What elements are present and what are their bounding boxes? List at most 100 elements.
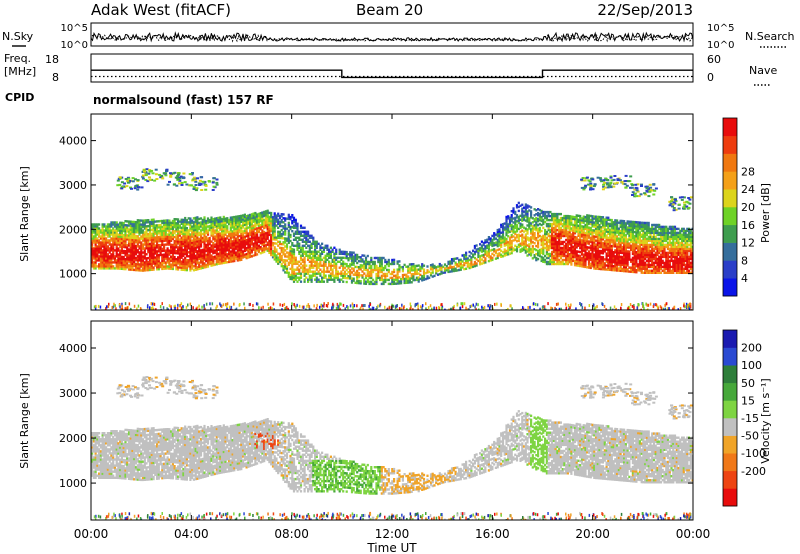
power-cell: [566, 262, 569, 266]
power-cell: [507, 227, 510, 230]
power-cell: [530, 228, 533, 231]
power-cell: [349, 271, 352, 274]
power-cell: [626, 222, 629, 225]
power-cell: [570, 253, 573, 256]
power-cell: [505, 231, 508, 235]
power-cell: [342, 268, 345, 271]
power-cell: [350, 255, 354, 258]
power-cell: [235, 225, 238, 228]
power-cell: [308, 274, 311, 277]
power-cell: [256, 245, 259, 248]
power-cell: [194, 228, 197, 232]
power-cell: [515, 216, 519, 219]
power-cell: [563, 262, 566, 266]
power-cell: [159, 253, 162, 257]
power-cell: [117, 261, 120, 264]
power-cell: [487, 242, 490, 245]
power-cell: [515, 240, 519, 243]
power-cell: [177, 266, 180, 269]
power-cell: [619, 249, 622, 252]
power-cell: [245, 221, 248, 224]
power-cell: [333, 246, 336, 249]
power-cell: [229, 220, 232, 223]
power-cell: [185, 249, 188, 252]
power-cell: [345, 272, 348, 276]
power-cell: [131, 268, 134, 271]
power-cell: [235, 229, 238, 232]
power-cell: [614, 219, 617, 222]
power-cell: [182, 226, 185, 230]
power-cell: [619, 231, 622, 235]
power-cell: [166, 243, 169, 246]
power-cell: [319, 252, 322, 255]
power-cell: [586, 240, 589, 243]
power-cell: [349, 251, 352, 254]
power-cell: [359, 260, 362, 263]
power-cell: [171, 255, 174, 259]
power-cell: [120, 255, 123, 259]
power-cell: [113, 249, 116, 252]
power-cell: [609, 236, 612, 240]
power-cell: [292, 260, 296, 263]
power-cell: [210, 224, 213, 227]
power-cell: [120, 245, 123, 249]
power-cell: [198, 227, 201, 231]
power-cell: [94, 223, 97, 226]
power-cell: [270, 249, 273, 253]
power-cell: [307, 272, 310, 275]
power-cell: [213, 229, 217, 232]
power-cell: [619, 239, 622, 242]
power-cell: [152, 220, 155, 223]
power-cell: [363, 278, 366, 281]
power-cell: [566, 222, 569, 226]
power-cell: [203, 236, 206, 239]
power-cell: [180, 230, 183, 233]
power-cell: [315, 250, 318, 253]
power-cell: [220, 250, 224, 253]
power-cell: [612, 221, 615, 224]
power-cell: [219, 260, 222, 263]
power-cell: [117, 233, 120, 236]
power-cell: [285, 259, 289, 262]
power-cell: [152, 238, 155, 241]
power-cell: [489, 239, 492, 242]
power-cell: [203, 248, 206, 251]
power-cell: [584, 245, 587, 249]
power-cell: [361, 276, 364, 279]
power-cell: [582, 237, 585, 240]
power-cell: [505, 239, 508, 243]
power-cell: [587, 254, 591, 257]
power-cell: [565, 232, 568, 236]
power-cell: [106, 265, 109, 268]
power-cell: [505, 227, 508, 231]
power-cell: [552, 244, 555, 248]
power-cell: [305, 252, 308, 255]
power-cell: [201, 240, 204, 244]
power-cell: [189, 233, 192, 236]
power-cell: [579, 246, 582, 250]
power-cell: [380, 274, 383, 278]
power-cell: [182, 232, 185, 236]
power-cell: [505, 229, 508, 233]
power-cell: [535, 219, 538, 222]
power-cell: [170, 221, 173, 224]
power-cell: [552, 236, 555, 240]
power-cell: [521, 213, 524, 216]
power-cell: [203, 258, 206, 261]
power-cell: [219, 254, 222, 257]
power-cell: [624, 224, 627, 227]
power-cell: [213, 225, 217, 228]
power-cell: [603, 220, 606, 223]
power-cell: [521, 249, 524, 252]
power-cell: [623, 240, 626, 243]
power-cell: [515, 228, 519, 231]
power-cell: [287, 273, 290, 276]
power-cell: [173, 231, 176, 235]
power-cell: [556, 246, 559, 250]
power-cell: [549, 252, 552, 256]
power-cell: [601, 236, 605, 239]
power-cell: [154, 252, 157, 255]
power-cell: [484, 257, 487, 260]
power-cell: [217, 240, 220, 243]
power-cell: [338, 248, 341, 251]
